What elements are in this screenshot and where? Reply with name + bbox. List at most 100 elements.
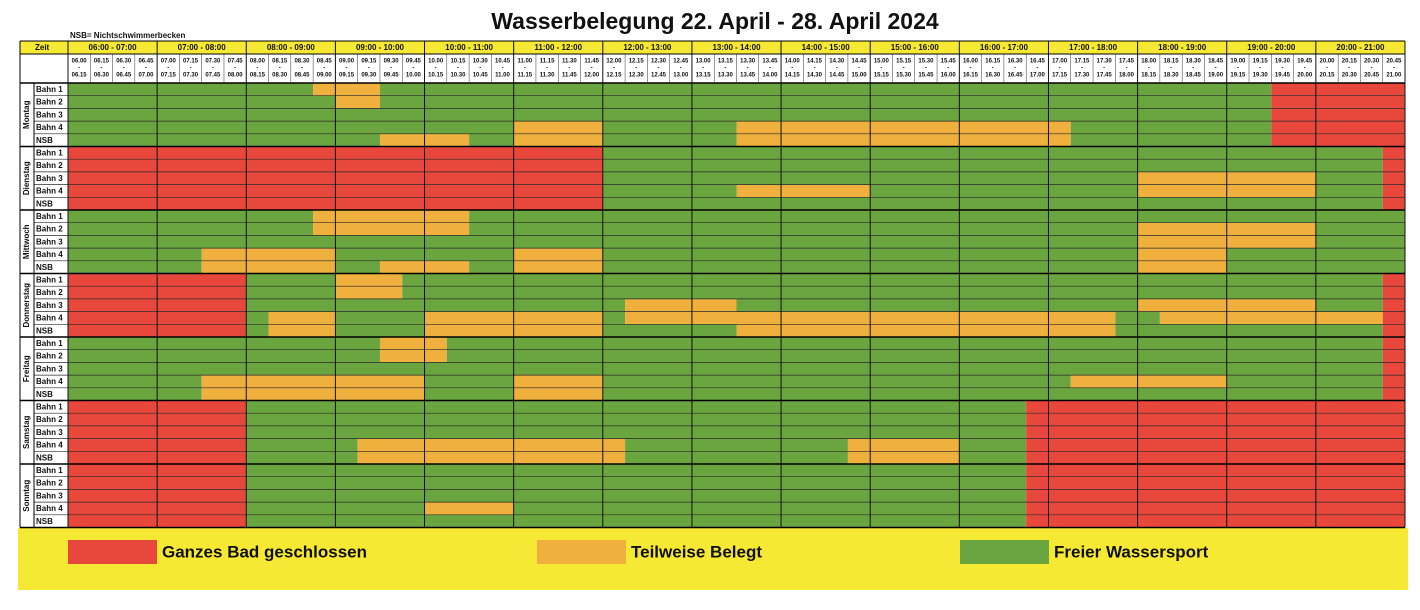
slot-start: 18.45 xyxy=(1208,59,1224,65)
slot-start: 19.00 xyxy=(1230,59,1246,65)
lane-label: Bahn 1 xyxy=(36,85,63,94)
cell-block xyxy=(513,387,603,401)
slot-start: 16.15 xyxy=(985,59,1001,65)
hour-label: 15:00 - 16:00 xyxy=(891,43,940,52)
slot-start: 11.15 xyxy=(540,59,555,65)
cell-block xyxy=(1271,121,1405,134)
day-label: Donnerstag xyxy=(22,283,31,328)
cell-block xyxy=(1070,121,1272,134)
slot-separator: - xyxy=(813,66,815,72)
cell-block xyxy=(1382,286,1405,299)
time-label: Zeit xyxy=(35,43,50,52)
slot-separator: - xyxy=(969,66,971,72)
cell-block xyxy=(870,184,1138,198)
slot-separator: - xyxy=(546,66,548,72)
cell-block xyxy=(246,425,1027,439)
lane-label: Bahn 3 xyxy=(36,301,63,310)
lane-label: Bahn 2 xyxy=(36,288,63,297)
slot-start: 17.30 xyxy=(1097,59,1113,65)
slot-end: 08.15 xyxy=(250,73,266,79)
cell-block xyxy=(1026,502,1405,515)
cell-block xyxy=(602,375,1071,388)
cell-block xyxy=(335,260,380,274)
cell-block xyxy=(402,273,1383,287)
cell-block xyxy=(602,324,737,337)
cell-block xyxy=(335,324,425,337)
cell-block xyxy=(1070,133,1272,147)
slot-start: 11.30 xyxy=(562,59,577,65)
cell-block xyxy=(602,159,1383,172)
hour-label: 09:00 - 10:00 xyxy=(356,43,405,52)
lane-label: Bahn 4 xyxy=(36,504,63,513)
slot-separator: - xyxy=(591,66,593,72)
slot-end: 15.15 xyxy=(874,73,890,79)
slot-separator: - xyxy=(412,66,414,72)
slot-start: 14.15 xyxy=(807,59,823,65)
cell-block xyxy=(446,349,1383,363)
cell-block xyxy=(246,464,1027,477)
slot-start: 15.45 xyxy=(941,59,957,65)
slot-separator: - xyxy=(524,66,526,72)
lane-label: Bahn 4 xyxy=(36,250,63,259)
lane-label: Bahn 2 xyxy=(36,479,63,488)
slot-separator: - xyxy=(457,66,459,72)
cell-block xyxy=(246,311,269,325)
day-label: Freitag xyxy=(22,355,31,382)
slot-end: 19.45 xyxy=(1275,73,1291,79)
cell-block xyxy=(513,121,603,134)
slot-start: 20.45 xyxy=(1386,59,1402,65)
cell-block xyxy=(1382,349,1405,363)
slot-start: 14.30 xyxy=(829,59,845,65)
slot-start: 12.30 xyxy=(651,59,667,65)
cell-block xyxy=(1315,222,1405,236)
day-label: Sonntag xyxy=(22,480,31,512)
cell-block xyxy=(201,260,336,274)
day-label: Samstag xyxy=(22,415,31,448)
cell-block xyxy=(1382,146,1405,160)
slot-separator: - xyxy=(858,66,860,72)
slot-separator: - xyxy=(925,66,927,72)
note: NSB= Nichtschwimmerbecken xyxy=(70,31,185,40)
slot-separator: - xyxy=(613,66,615,72)
slot-end: 16.45 xyxy=(1008,73,1024,79)
cell-block xyxy=(246,476,1027,490)
cell-block xyxy=(335,95,380,109)
cell-block xyxy=(446,337,1383,350)
cell-block xyxy=(246,438,358,452)
slot-end: 11.15 xyxy=(517,73,532,79)
cell-block xyxy=(1315,171,1383,185)
cell-block xyxy=(1382,337,1405,350)
cell-block xyxy=(513,502,1027,515)
slot-separator: - xyxy=(1304,66,1306,72)
slot-start: 17.15 xyxy=(1074,59,1090,65)
cell-block xyxy=(847,438,960,452)
cell-block xyxy=(201,387,425,401)
slot-end: 11.00 xyxy=(495,73,510,79)
hour-label: 08:00 - 09:00 xyxy=(267,43,316,52)
slot-separator: - xyxy=(1059,66,1061,72)
slot-separator: - xyxy=(390,66,392,72)
hour-label: 11:00 - 12:00 xyxy=(534,43,582,52)
hour-label: 06:00 - 07:00 xyxy=(89,43,138,52)
slot-start: 20.30 xyxy=(1364,59,1380,65)
slot-end: 07.15 xyxy=(161,73,177,79)
slot-start: 19.15 xyxy=(1253,59,1269,65)
cell-block xyxy=(424,375,514,388)
day-label: Montag xyxy=(22,100,31,129)
cell-block xyxy=(246,324,269,337)
slot-start: 11.45 xyxy=(584,59,599,65)
slot-start: 13.30 xyxy=(740,59,756,65)
cell-block xyxy=(1137,248,1227,261)
slot-end: 12.30 xyxy=(629,73,645,79)
cell-block xyxy=(469,133,514,147)
slot-start: 07.15 xyxy=(183,59,199,65)
slot-start: 07.00 xyxy=(161,59,177,65)
cell-block xyxy=(424,387,514,401)
hour-label: 14:00 - 15:00 xyxy=(802,43,851,52)
cell-block xyxy=(313,210,470,223)
slot-start: 15.30 xyxy=(918,59,934,65)
lane-label: Bahn 3 xyxy=(36,174,63,183)
slot-start: 10.30 xyxy=(473,59,489,65)
slot-separator: - xyxy=(1148,66,1150,72)
